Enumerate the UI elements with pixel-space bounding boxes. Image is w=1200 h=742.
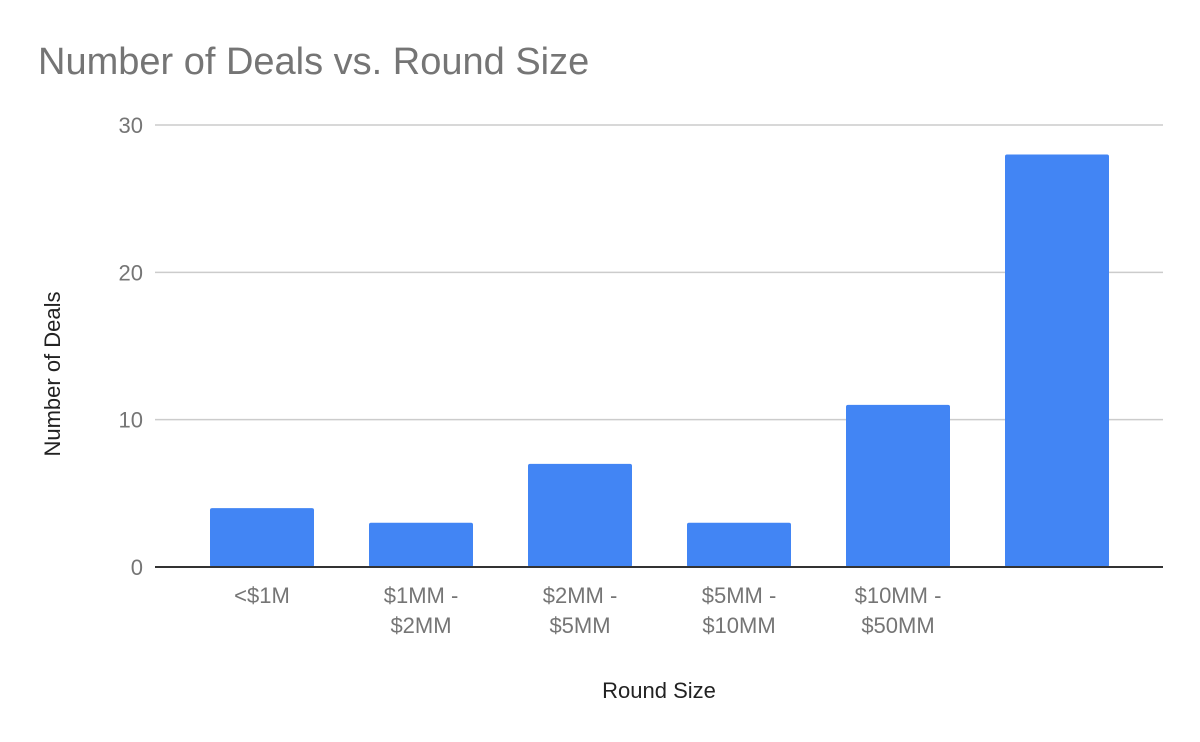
y-tick-label: 30 — [119, 113, 143, 138]
bar — [1005, 154, 1109, 567]
x-category-label: $5MM — [549, 613, 610, 638]
y-axis-title: Number of Deals — [40, 291, 65, 456]
bar — [687, 522, 791, 567]
x-category-label: $2MM - — [543, 583, 618, 608]
chart-title: Number of Deals vs. Round Size — [38, 41, 589, 83]
gridlines — [155, 124, 1163, 421]
bar — [210, 508, 314, 567]
bars — [210, 154, 1109, 567]
y-tick-label: 20 — [119, 260, 143, 285]
x-axis-title: Round Size — [602, 678, 716, 703]
x-category-label: $2MM — [390, 613, 451, 638]
x-category-labels: <$1M $1MM - $2MM $2MM - $5MM $5MM - $10MM $10MM… — [234, 583, 941, 638]
y-tick-labels: 0 10 20 30 — [119, 113, 143, 580]
x-category-label: $1MM - — [384, 583, 459, 608]
x-category-label: <$1M — [234, 583, 290, 608]
x-category-label: $10MM — [702, 613, 775, 638]
y-tick-label: 0 — [131, 555, 143, 580]
x-category-label: $50MM — [861, 613, 934, 638]
y-tick-label: 10 — [119, 408, 143, 433]
bar — [846, 404, 950, 567]
bar — [369, 522, 473, 567]
bar — [528, 463, 632, 567]
x-category-label: $5MM - — [702, 583, 777, 608]
x-category-label: $10MM - — [855, 583, 942, 608]
